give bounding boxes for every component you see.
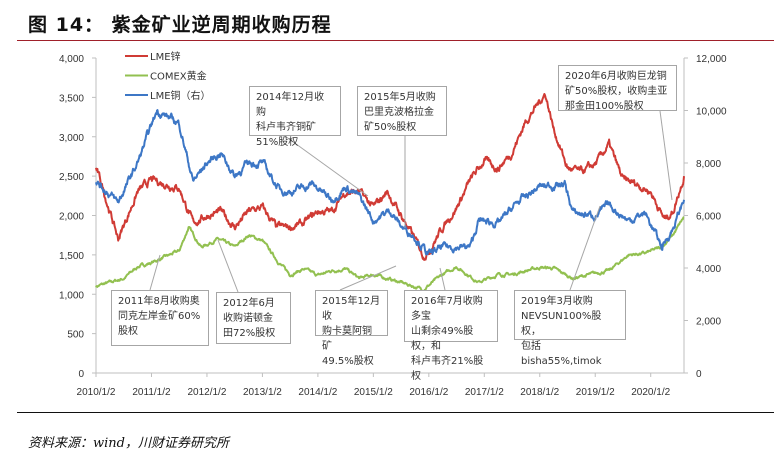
annotation-box: 2015年5月收购 巴里克波格拉金 矿50%股权 <box>357 86 447 136</box>
right-tick-label: 12,000 <box>696 54 727 65</box>
x-tick-label: 2011/1/2 <box>132 387 171 398</box>
annotation-box: 2014年12月收购 科卢韦齐铜矿 51%股权 <box>249 86 341 148</box>
series-lines <box>95 93 685 293</box>
x-tick-label: 2012/1/2 <box>187 387 226 398</box>
annotation-leader-line <box>339 265 397 291</box>
axes: 0 500 1,000 1,500 2,000 2,500 3,000 3,500 4,000 0… <box>59 54 727 398</box>
annotation-box: 2020年6月收购巨龙铜 矿50%股权，收购圭亚 那金田100%股权 <box>558 65 677 112</box>
right-tick-label: 0 <box>696 369 702 380</box>
x-tick-label: 2019/1/2 <box>576 387 615 398</box>
right-tick-label: 8,000 <box>696 159 721 170</box>
legend-label: COMEX黄金 <box>150 70 207 83</box>
right-tick-label: 10,000 <box>696 107 727 118</box>
left-tick-label: 2,000 <box>59 212 84 223</box>
source-note: 资料来源：wind，川财证券研究所 <box>28 436 229 451</box>
annotation-leader-line <box>439 267 446 291</box>
left-tick-label: 4,000 <box>59 54 84 65</box>
annotation-leader-line <box>659 110 673 201</box>
annotation-box: 2016年7月收购多宝 山剩余49%股权，和 科卢韦齐21%股权 <box>404 290 498 382</box>
left-tick-label: 500 <box>67 330 84 341</box>
annotation-leaders <box>149 110 673 293</box>
x-tick-label: 2015/1/2 <box>354 387 393 398</box>
left-tick-label: 3,500 <box>59 93 84 104</box>
left-tick-label: 3,000 <box>59 133 84 144</box>
x-tick-label: 2014/1/2 <box>298 387 337 398</box>
legend-label: LME锌 <box>150 50 181 63</box>
annotation-leader-line <box>217 239 239 293</box>
annotation-leader-line <box>284 135 369 197</box>
figure-title: 图 14： 紫金矿业逆周期收购历程 <box>28 14 332 36</box>
left-tick-label: 2,500 <box>59 172 84 183</box>
series-line-0 <box>95 93 685 261</box>
right-tick-label: 4,000 <box>696 264 721 275</box>
footer-divider <box>17 412 774 413</box>
x-tick-label: 2020/1/2 <box>631 387 670 398</box>
x-tick-label: 2013/1/2 <box>243 387 282 398</box>
left-tick-label: 0 <box>78 369 84 380</box>
x-tick-label: 2016/1/2 <box>409 387 448 398</box>
annotation-box: 2011年8月收购奥 同克左岸金矿60% 股权 <box>111 290 209 346</box>
left-tick-label: 1,500 <box>59 251 84 262</box>
annotation-box: 2015年12月收 购卡莫阿铜矿 49.5%股权 <box>315 290 388 367</box>
annotation-leader-line <box>569 205 601 291</box>
x-tick-label: 2018/1/2 <box>520 387 559 398</box>
legend-label: LME铜（右） <box>150 89 211 102</box>
right-tick-label: 2,000 <box>696 317 721 328</box>
x-tick-label: 2017/1/2 <box>465 387 504 398</box>
right-tick-label: 6,000 <box>696 212 721 223</box>
annotation-leader-line <box>149 254 161 291</box>
annotation-box: 2012年6月 收购诺顿金 田72%股权 <box>216 292 291 344</box>
series-line-2 <box>95 109 685 256</box>
series-line-1 <box>95 216 685 293</box>
left-tick-label: 1,000 <box>59 290 84 301</box>
legend: LME锌 COMEX黄金 LME铜（右） <box>125 50 211 102</box>
title-divider <box>17 40 774 41</box>
x-tick-label: 2010/1/2 <box>77 387 116 398</box>
annotation-box: 2019年3月收购 NEVSUN100%股权， 包括bisha55%,timok <box>514 290 626 367</box>
